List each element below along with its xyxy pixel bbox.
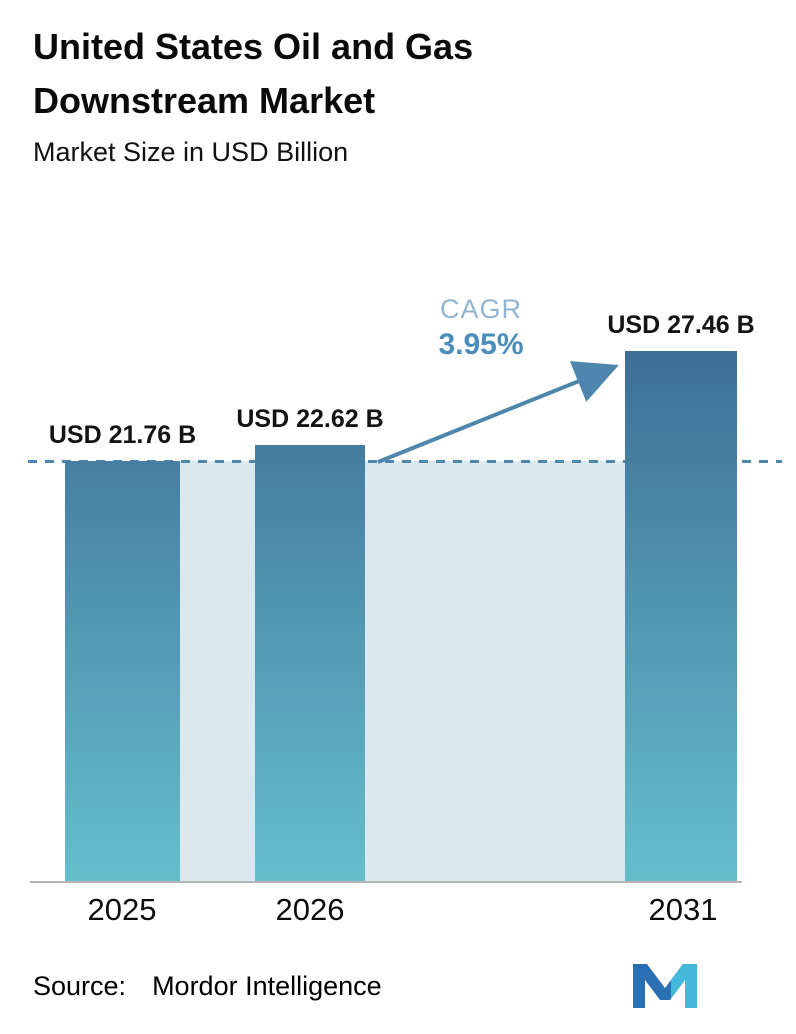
bar-value-label: USD 27.46 B — [607, 311, 755, 339]
bar-value-label: USD 22.62 B — [236, 405, 384, 433]
reference-dashed-line — [28, 460, 782, 463]
source-line: Source: Mordor Intelligence — [33, 971, 382, 1002]
cagr-label: CAGR — [439, 294, 522, 324]
source-label: Source: — [33, 971, 127, 1001]
source-value: Mordor Intelligence — [152, 971, 382, 1001]
cagr-arrow-icon — [377, 361, 619, 464]
mordor-intelligence-logo — [633, 964, 697, 1008]
cagr-value: 3.95% — [438, 328, 524, 361]
bar-2026 — [255, 445, 365, 881]
bar-2025 — [65, 461, 180, 881]
chart-title: United States Oil and Gas Downstream Mar… — [33, 26, 474, 121]
bar-2031 — [625, 351, 737, 881]
bar-group-2026: USD 22.62 B — [236, 405, 384, 881]
x-tick-2026: 2026 — [275, 892, 345, 927]
x-tick-2025: 2025 — [87, 892, 157, 927]
x-tick-2031: 2031 — [648, 892, 718, 927]
bar-group-2031: USD 27.46 B — [607, 311, 755, 881]
bar-group-2025: USD 21.76 B — [49, 421, 196, 881]
x-axis-line — [30, 881, 742, 883]
chart-subtitle: Market Size in USD Billion — [33, 137, 349, 167]
bar-value-label: USD 21.76 B — [48, 421, 197, 449]
cagr-annotation: CAGR 3.95% — [396, 294, 566, 362]
